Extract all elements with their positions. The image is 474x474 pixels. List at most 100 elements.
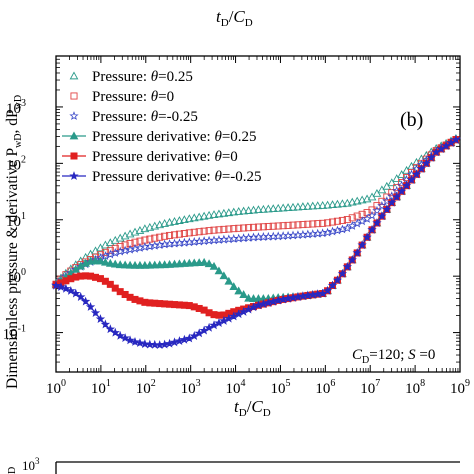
x-tick-label: 109 <box>450 378 470 397</box>
data-point <box>382 204 392 214</box>
data-point <box>342 223 353 233</box>
data-point <box>250 223 258 231</box>
data-point <box>333 217 341 225</box>
data-point <box>240 224 248 232</box>
data-point <box>327 280 338 290</box>
data-point <box>333 199 342 208</box>
data-point <box>357 216 367 226</box>
data-point <box>229 207 239 216</box>
data-point <box>352 218 362 228</box>
data-point <box>61 283 71 293</box>
x-tick-label: 101 <box>91 378 111 397</box>
data-point <box>245 224 253 232</box>
data-point <box>313 201 323 210</box>
data-point <box>214 266 224 275</box>
data-point <box>235 224 243 232</box>
data-point <box>180 230 188 238</box>
data-point <box>185 229 193 237</box>
data-point <box>110 259 120 268</box>
data-point <box>357 240 367 250</box>
data-point <box>274 222 282 230</box>
data-point <box>56 282 66 292</box>
data-point <box>224 276 234 285</box>
data-point <box>377 201 387 210</box>
data-point <box>106 280 114 288</box>
data-point <box>85 302 96 311</box>
legend-marker <box>70 152 78 160</box>
data-point <box>269 222 277 230</box>
data-point <box>170 217 179 225</box>
data-point <box>278 203 288 212</box>
x-tick-labels: 100 101 102 103 104 105 106 107 108 109 <box>46 378 470 397</box>
plot-frame <box>55 55 461 373</box>
axis-ticks <box>55 55 461 373</box>
data-point <box>194 236 204 246</box>
data-point <box>159 239 170 249</box>
data-point <box>210 226 218 234</box>
x-tick-label: 108 <box>405 378 425 397</box>
data-point <box>115 330 125 340</box>
data-point <box>421 158 432 168</box>
data-point <box>115 233 125 242</box>
data-point <box>337 268 348 278</box>
data-point <box>164 238 175 248</box>
data-point <box>220 225 228 233</box>
legend-marker <box>69 131 79 140</box>
data-point <box>140 224 150 233</box>
data-point <box>377 211 387 221</box>
data-point <box>283 203 293 212</box>
data-point <box>175 216 184 224</box>
data-point <box>110 327 120 337</box>
legend-label: Pressure derivative: θ=-0.25 <box>92 169 262 185</box>
data-point <box>161 232 169 240</box>
data-point <box>225 225 233 233</box>
data-point <box>219 208 229 217</box>
x-tick-label: 105 <box>270 378 290 397</box>
panel-label: (b) <box>400 109 423 131</box>
data-point <box>194 328 204 338</box>
data-point <box>66 285 76 295</box>
data-point <box>248 302 259 312</box>
data-point <box>199 211 209 220</box>
data-point <box>387 178 397 187</box>
data-point <box>105 238 115 247</box>
data-point <box>230 225 238 233</box>
series-6 <box>51 134 461 350</box>
legend-label: Pressure derivative: θ=0.25 <box>92 129 257 145</box>
data-point <box>411 169 422 179</box>
legend-label: Pressure derivative: θ=0 <box>92 149 238 165</box>
data-point <box>347 220 357 230</box>
y-tick-label: 10-1 <box>3 324 26 343</box>
x-tick-label: 107 <box>360 378 380 397</box>
data-point <box>308 201 318 210</box>
data-point <box>319 219 327 227</box>
y-tick-label: 101 <box>6 211 26 230</box>
data-point <box>100 319 111 329</box>
data-point <box>239 206 249 215</box>
data-point <box>195 228 203 236</box>
annotation: CD=120; S =0 <box>352 347 435 366</box>
data-point <box>199 325 209 335</box>
data-point <box>214 318 224 328</box>
y-tick-label: 102 <box>6 154 26 173</box>
data-point <box>317 288 328 298</box>
data-point <box>342 261 353 271</box>
legend-marker <box>69 111 79 120</box>
data-point <box>90 308 101 317</box>
data-point <box>125 335 135 345</box>
data-point <box>329 218 337 226</box>
data-point <box>264 222 272 231</box>
data-point <box>189 213 199 222</box>
data-point <box>372 218 382 227</box>
data-point <box>324 219 332 227</box>
data-point <box>352 248 362 257</box>
data-point <box>406 175 417 184</box>
y-tick-label: 103 <box>6 98 26 117</box>
data-point <box>323 200 332 209</box>
data-point <box>254 205 263 214</box>
data-point <box>279 222 287 230</box>
data-point <box>416 163 427 173</box>
data-point <box>219 271 229 280</box>
data-point <box>121 241 129 249</box>
data-point <box>174 238 185 248</box>
